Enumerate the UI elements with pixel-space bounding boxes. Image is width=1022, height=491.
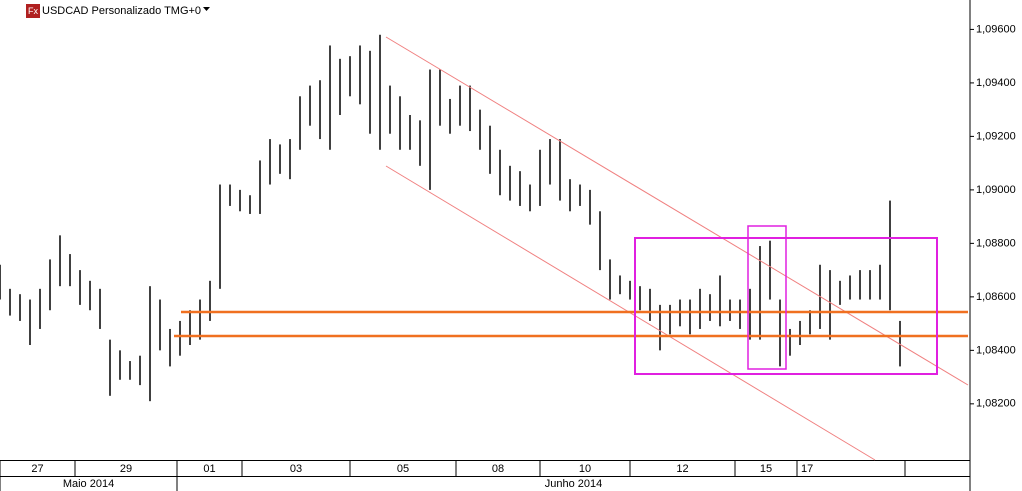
y-tick-label: 1,09400 [976,77,1016,89]
y-tick-label: 1,08600 [976,291,1016,303]
x-tick-label: 01 [203,463,215,475]
month-label: Maio 2014 [63,478,114,490]
y-tick-label: 1,08200 [976,398,1016,410]
spike-box [747,225,787,370]
chart-title[interactable]: USDCAD Personalizado TMG+0 [42,5,201,17]
price-bars [0,34,901,402]
month-label: Junho 2014 [545,478,603,490]
x-tick-label: 27 [31,463,43,475]
x-tick-label: 10 [579,463,591,475]
x-tick-label: 12 [676,463,688,475]
y-tick-label: 1,09600 [976,23,1016,35]
y-tick-label: 1,08800 [976,237,1016,249]
y-tick-label: 1,09000 [976,184,1016,196]
channel-upper [385,36,969,386]
x-tick-label: 03 [290,463,302,475]
x-tick-label: 08 [492,463,504,475]
dropdown-arrow[interactable] [203,7,210,11]
symbol-icon [26,4,40,18]
x-tick-label: 05 [397,463,409,475]
x-tick-label: 15 [760,463,772,475]
y-tick-label: 1,09200 [976,130,1016,142]
x-tick-label: 17 [801,463,813,475]
y-tick-label: 1,08400 [976,344,1016,356]
symbol-icon-text: Fx [28,6,38,16]
x-tick-label: 29 [120,463,132,475]
